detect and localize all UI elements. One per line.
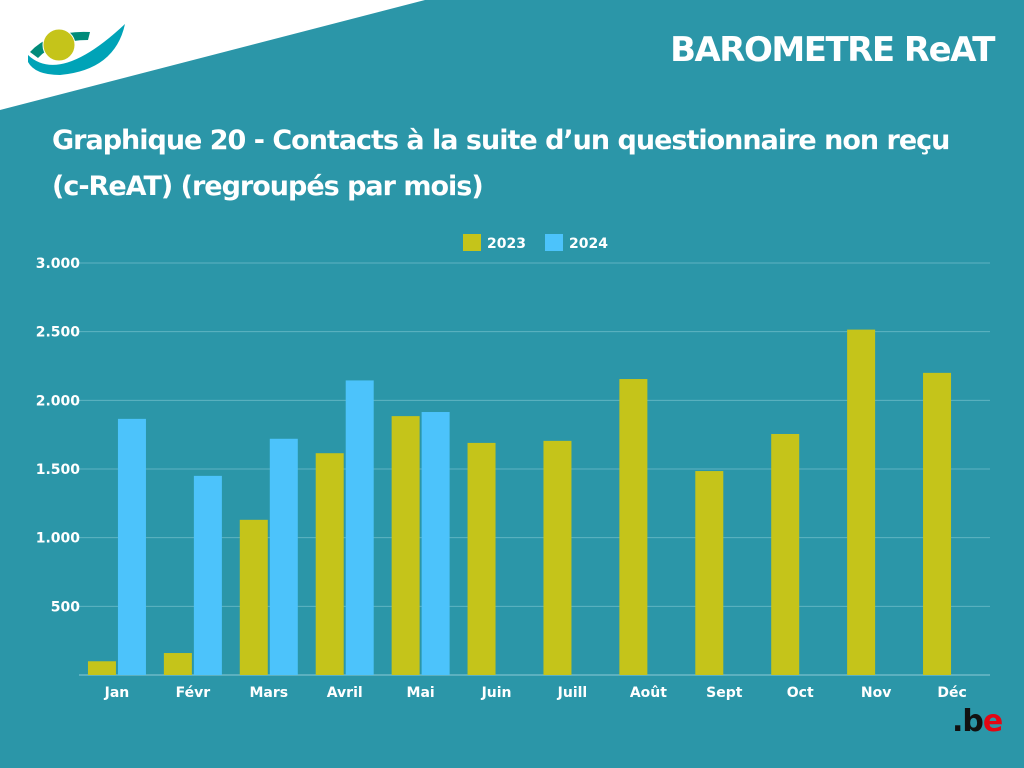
bar-2023-Jan xyxy=(87,661,116,675)
x-tick-label: Déc xyxy=(937,685,966,701)
y-tick-label: 1.000 xyxy=(36,531,81,547)
x-tick-label: Mars xyxy=(249,685,288,701)
bar-2023-Avril xyxy=(315,453,344,675)
x-tick-label: Oct xyxy=(787,685,814,701)
x-tick-label: Nov xyxy=(861,685,891,701)
chart-title: Graphique 20 - Contacts à la suite d’un … xyxy=(52,125,950,202)
bar-2023-Août xyxy=(619,379,648,675)
bar-2023-Mars xyxy=(239,519,268,675)
bar-2023-Févr xyxy=(163,653,192,675)
y-tick-label: 1.500 xyxy=(36,462,81,478)
legend-swatch-2023 xyxy=(463,234,481,251)
x-tick-label: Mai xyxy=(407,685,435,701)
x-tick-label: Juin xyxy=(481,685,512,701)
x-tick-label: Juill xyxy=(557,685,588,701)
x-tick-label: Août xyxy=(630,685,667,701)
y-tick-label: 2.000 xyxy=(36,393,81,409)
x-tick-label: Jan xyxy=(104,685,130,701)
be-logo: .be xyxy=(952,704,1003,739)
bar-2023-Sept xyxy=(695,471,724,675)
bar-2023-Juin xyxy=(467,442,496,675)
x-tick-label: Avril xyxy=(327,685,363,701)
legend-swatch-2024 xyxy=(545,234,563,251)
bar-2023-Juill xyxy=(543,440,572,675)
bar-2023-Déc xyxy=(923,372,952,675)
legend-label-2024: 2024 xyxy=(569,236,608,252)
bar-2024-Mai xyxy=(421,412,450,675)
y-tick-label: 500 xyxy=(51,599,80,615)
legend-label-2023: 2023 xyxy=(487,236,526,252)
bar-2024-Jan xyxy=(117,418,146,675)
x-tick-label: Févr xyxy=(176,685,211,701)
x-tick-label: Sept xyxy=(706,685,743,701)
bar-2024-Avril xyxy=(345,380,374,675)
bar-2023-Mai xyxy=(391,416,420,675)
bar-2023-Oct xyxy=(771,433,800,675)
y-tick-label: 2.500 xyxy=(36,325,81,341)
bar-2024-Févr xyxy=(193,475,222,675)
logo-icon xyxy=(28,24,125,75)
bar-2024-Mars xyxy=(269,438,298,675)
y-tick-label: 3.000 xyxy=(36,256,81,272)
brand-title: BAROMETRE ReAT xyxy=(670,30,995,70)
bar-2023-Nov xyxy=(847,329,876,675)
